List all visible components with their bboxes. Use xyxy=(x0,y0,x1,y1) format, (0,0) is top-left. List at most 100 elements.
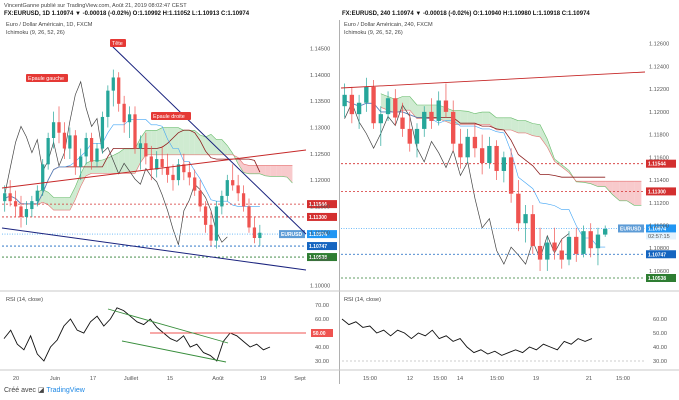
candle xyxy=(400,102,405,137)
candle-body xyxy=(51,122,56,138)
cloud-segment xyxy=(194,130,201,155)
candle xyxy=(203,201,208,233)
candle-body xyxy=(100,116,105,149)
candle-body xyxy=(144,143,148,157)
candle-body xyxy=(451,111,456,144)
candle xyxy=(356,94,362,129)
candle xyxy=(458,128,463,169)
y-tick-label: 1.11500 xyxy=(310,204,330,210)
annotation-bg xyxy=(151,112,191,120)
rsi-channel-top xyxy=(107,308,229,344)
rsi-line xyxy=(341,318,593,356)
y-tick-label: 1.11600 xyxy=(649,155,669,161)
candle xyxy=(24,201,29,225)
candle xyxy=(187,161,191,186)
level-tag-label: 1.11300 xyxy=(648,189,666,195)
candle-body xyxy=(236,185,240,194)
right-rsi-label: RSI (14, close) xyxy=(344,297,381,303)
level-tag-bg xyxy=(307,253,337,262)
candle-body xyxy=(79,156,83,167)
candle-body xyxy=(378,114,383,124)
candle-body xyxy=(458,143,463,158)
last-price-bg xyxy=(646,224,676,233)
footer-brand[interactable]: TradingView xyxy=(46,387,85,394)
candle xyxy=(30,195,34,217)
candle-body xyxy=(252,227,257,238)
candle-body xyxy=(566,236,572,260)
y-tick-label: 1.11000 xyxy=(649,224,669,230)
candle-body xyxy=(3,193,7,202)
candle xyxy=(3,185,7,212)
candle xyxy=(171,164,175,191)
candle-body xyxy=(35,190,39,202)
cloud-segment xyxy=(525,120,533,136)
candle-body xyxy=(46,138,50,165)
candle xyxy=(214,201,219,249)
candle xyxy=(603,225,608,237)
y-tick-label: 1.12600 xyxy=(649,42,669,48)
candle xyxy=(566,231,572,266)
level-tag-label: 1.11544 xyxy=(309,202,327,208)
candle xyxy=(155,151,159,178)
candle-body xyxy=(203,206,208,225)
candle xyxy=(35,185,39,207)
candle-body xyxy=(41,164,45,191)
candle xyxy=(51,111,56,149)
candle-body xyxy=(155,159,159,170)
candle xyxy=(165,153,170,183)
cloud-segment xyxy=(178,127,184,155)
cloud-segment xyxy=(482,112,490,125)
candle xyxy=(144,132,148,165)
annotation-bg xyxy=(26,74,68,82)
cloud-segment xyxy=(221,139,228,155)
candle xyxy=(220,190,224,215)
candle xyxy=(209,211,213,246)
countdown-bg xyxy=(646,232,676,240)
candle-body xyxy=(138,143,143,149)
candle-body xyxy=(111,77,115,91)
candle xyxy=(176,159,181,186)
neckline-trendline xyxy=(1,149,307,189)
senkou-span-b xyxy=(37,154,293,211)
annotation-label: Epaule droite xyxy=(153,114,185,120)
candle-body xyxy=(187,172,191,178)
cloud-segment xyxy=(276,165,282,177)
author-line: VincentGanne publié sur TradingView.com,… xyxy=(4,3,187,9)
candle xyxy=(494,140,499,181)
symbol-tag-bg xyxy=(279,230,305,239)
candle xyxy=(385,91,391,121)
cloud-segment xyxy=(561,164,569,173)
y-tick-label: 1.10000 xyxy=(310,283,330,289)
candle-body xyxy=(508,157,514,194)
candle-body xyxy=(545,242,550,260)
candle-body xyxy=(209,224,213,241)
candle xyxy=(588,223,593,258)
left-price-pane: 1.11544 1.11300 1.10747 1.10538 1.10974 EURUS… xyxy=(1,39,337,289)
pattern-annotation: Epaule gauche xyxy=(26,74,68,82)
candle xyxy=(414,123,420,158)
level-tag-bg xyxy=(307,242,337,251)
y-tick-label: 1.13000 xyxy=(310,125,330,131)
cloud-segment xyxy=(156,127,163,155)
cloud-segment xyxy=(200,134,206,155)
level-tag-bg xyxy=(646,274,676,282)
cloud-segment xyxy=(183,130,190,155)
candle-body xyxy=(68,135,72,149)
level-tag-label: 1.10747 xyxy=(648,252,666,258)
candle-body xyxy=(258,232,262,238)
candle xyxy=(443,83,449,118)
candle-body xyxy=(516,193,521,224)
candle xyxy=(68,127,72,160)
candle xyxy=(451,100,456,152)
candle-body xyxy=(479,148,485,163)
level-tag-bg xyxy=(646,250,676,259)
cloud-segment xyxy=(189,130,195,155)
candle xyxy=(422,106,427,137)
candle-body xyxy=(581,231,586,254)
cloud-segment xyxy=(460,110,468,125)
cloud-segment xyxy=(42,189,49,205)
annotation-label: Tête xyxy=(112,41,123,47)
cloud-segment xyxy=(205,134,211,155)
annotation-bg xyxy=(110,39,126,47)
candle xyxy=(41,159,45,196)
